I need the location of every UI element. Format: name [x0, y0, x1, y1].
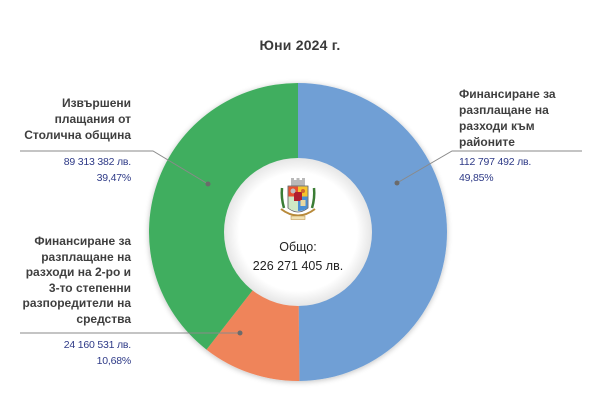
donut-hole [224, 158, 372, 306]
callout-line: плащания от [54, 112, 131, 126]
leader-lines [20, 150, 582, 334]
leader-dot-municipality [205, 181, 211, 187]
callout-line: разплащане на [459, 103, 549, 117]
donut-slices [148, 82, 448, 382]
slice-districts [298, 83, 448, 381]
callout-line: средства [76, 311, 131, 326]
callout-value-secondary: 24 160 531 лв. 10,68% [64, 337, 131, 369]
callout-line: разплащане на [41, 249, 131, 264]
leader-line-municipality [20, 150, 209, 185]
callout-line: Столична община [24, 128, 131, 142]
callout-line: Финансиране за [459, 87, 556, 101]
chart-title: Юни 2024 г. [259, 37, 341, 53]
amount: 89 313 382 лв. [63, 156, 131, 168]
callout-line: 3-то степенни [48, 280, 131, 295]
callout-label-municipality: Извършени плащания от Столична община [24, 95, 131, 143]
amount: 112 797 492 лв. [459, 156, 532, 168]
callout-line: Извършени [61, 96, 131, 110]
callout-label-secondary: Финансиране за разплащане на разходи на … [23, 234, 132, 328]
amount: 24 160 531 лв. [63, 339, 131, 351]
leader-line-districts [396, 150, 582, 184]
center-total-block: Общо: 226 271 405 лв. [223, 238, 373, 276]
leader-dot-districts [394, 180, 400, 186]
slice-municipality [148, 82, 298, 350]
callout-label-districts: Финансиране за разплащане на разходи към… [459, 86, 556, 150]
sofia-coat-of-arms-icon [280, 178, 316, 220]
percent: 39,47% [96, 172, 132, 184]
center-total-label: Общо: [279, 240, 317, 254]
percent: 49,85% [459, 172, 494, 184]
callout-line: районите [459, 135, 515, 149]
percent: 10,68% [96, 355, 132, 367]
callout-line: разпоредители на [22, 296, 132, 311]
center-total-value: 226 271 405 лв. [252, 259, 344, 273]
callout-line: Финансиране за [34, 234, 131, 248]
leader-dot-secondary [237, 330, 243, 336]
callout-line: разходи към [459, 119, 535, 133]
callout-value-municipality: 89 313 382 лв. 39,47% [64, 154, 131, 186]
callout-line: разходи на 2-ро и [25, 265, 131, 280]
callout-value-districts: 112 797 492 лв. 49,85% [459, 154, 531, 186]
